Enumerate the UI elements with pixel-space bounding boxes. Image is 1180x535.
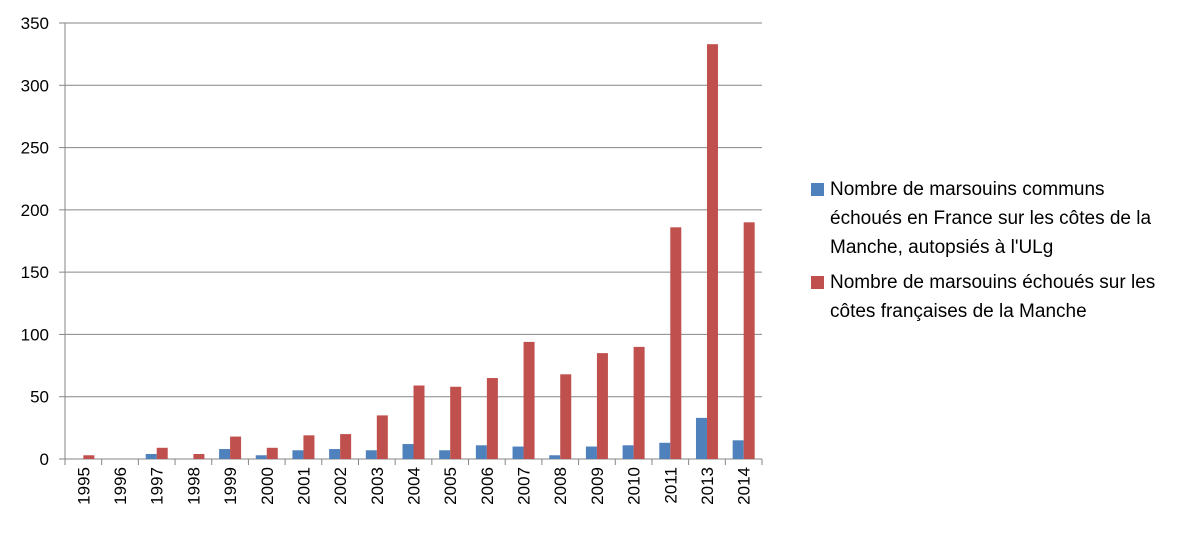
bar (219, 449, 231, 459)
x-tick-label: 2001 (294, 467, 313, 505)
x-tick-label: 2011 (661, 467, 680, 504)
bar (732, 440, 744, 459)
bar (743, 222, 755, 459)
x-tick-label: 2009 (588, 467, 607, 505)
y-tick-label: 150 (21, 263, 49, 282)
bar (560, 374, 572, 459)
bar (303, 435, 315, 459)
bar (145, 454, 157, 459)
legend-label: Nombre de marsouins échoués sur les côte… (830, 272, 1156, 322)
legend-swatch (811, 276, 824, 289)
x-tick-label: 2010 (625, 467, 644, 505)
x-tick-label: 2004 (405, 467, 424, 505)
x-tick-label: 2008 (551, 467, 570, 505)
x-tick-label: 2007 (515, 467, 534, 505)
y-tick-label: 250 (21, 139, 49, 158)
x-tick-label: 1995 (74, 467, 93, 505)
bar (230, 436, 242, 459)
bar (193, 454, 205, 459)
bar (670, 227, 682, 459)
bar (512, 446, 524, 459)
bar (329, 449, 341, 459)
x-tick-label: 2014 (735, 467, 754, 505)
y-tick-label: 50 (30, 388, 49, 407)
y-tick-label: 350 (21, 14, 49, 33)
bar (439, 450, 451, 459)
bar (450, 386, 462, 459)
legend-label: Nombre de marsouins communs échoués en F… (830, 179, 1152, 258)
bar (695, 417, 707, 459)
x-tick-label: 2006 (478, 467, 497, 505)
bar (549, 455, 561, 459)
bar (596, 353, 608, 459)
legend-item: Nombre de marsouins communs échoués en F… (805, 175, 1160, 262)
bar (633, 346, 645, 459)
bar (475, 445, 487, 459)
x-tick-label: 2002 (331, 467, 350, 505)
legend: Nombre de marsouins communs échoués en F… (805, 175, 1180, 332)
y-tick-label: 200 (21, 201, 49, 220)
y-tick-label: 100 (21, 325, 49, 344)
bar (376, 415, 388, 459)
x-tick-label: 2003 (368, 467, 387, 505)
bar (706, 44, 718, 459)
bar (156, 447, 168, 459)
bar (340, 434, 352, 459)
bar (402, 444, 414, 459)
legend-item: Nombre de marsouins échoués sur les côte… (805, 268, 1160, 326)
x-tick-label: 1999 (221, 467, 240, 505)
x-tick-label: 2005 (441, 467, 460, 505)
bar (413, 385, 425, 459)
bar (255, 455, 267, 459)
bar (585, 446, 597, 459)
bar (266, 447, 278, 459)
x-tick-label: 1998 (184, 467, 203, 505)
y-tick-label: 0 (40, 450, 49, 469)
bar (486, 378, 498, 459)
bar (83, 455, 95, 459)
x-tick-label: 1996 (111, 467, 130, 505)
legend-swatch (811, 183, 824, 196)
bar (365, 450, 377, 459)
bar (622, 445, 634, 459)
bar (523, 341, 535, 459)
bar (292, 450, 304, 459)
bar (659, 442, 671, 459)
x-tick-label: 2000 (258, 467, 277, 505)
x-tick-label: 2013 (698, 467, 717, 505)
x-tick-label: 1997 (148, 467, 167, 505)
y-tick-label: 300 (21, 76, 49, 95)
